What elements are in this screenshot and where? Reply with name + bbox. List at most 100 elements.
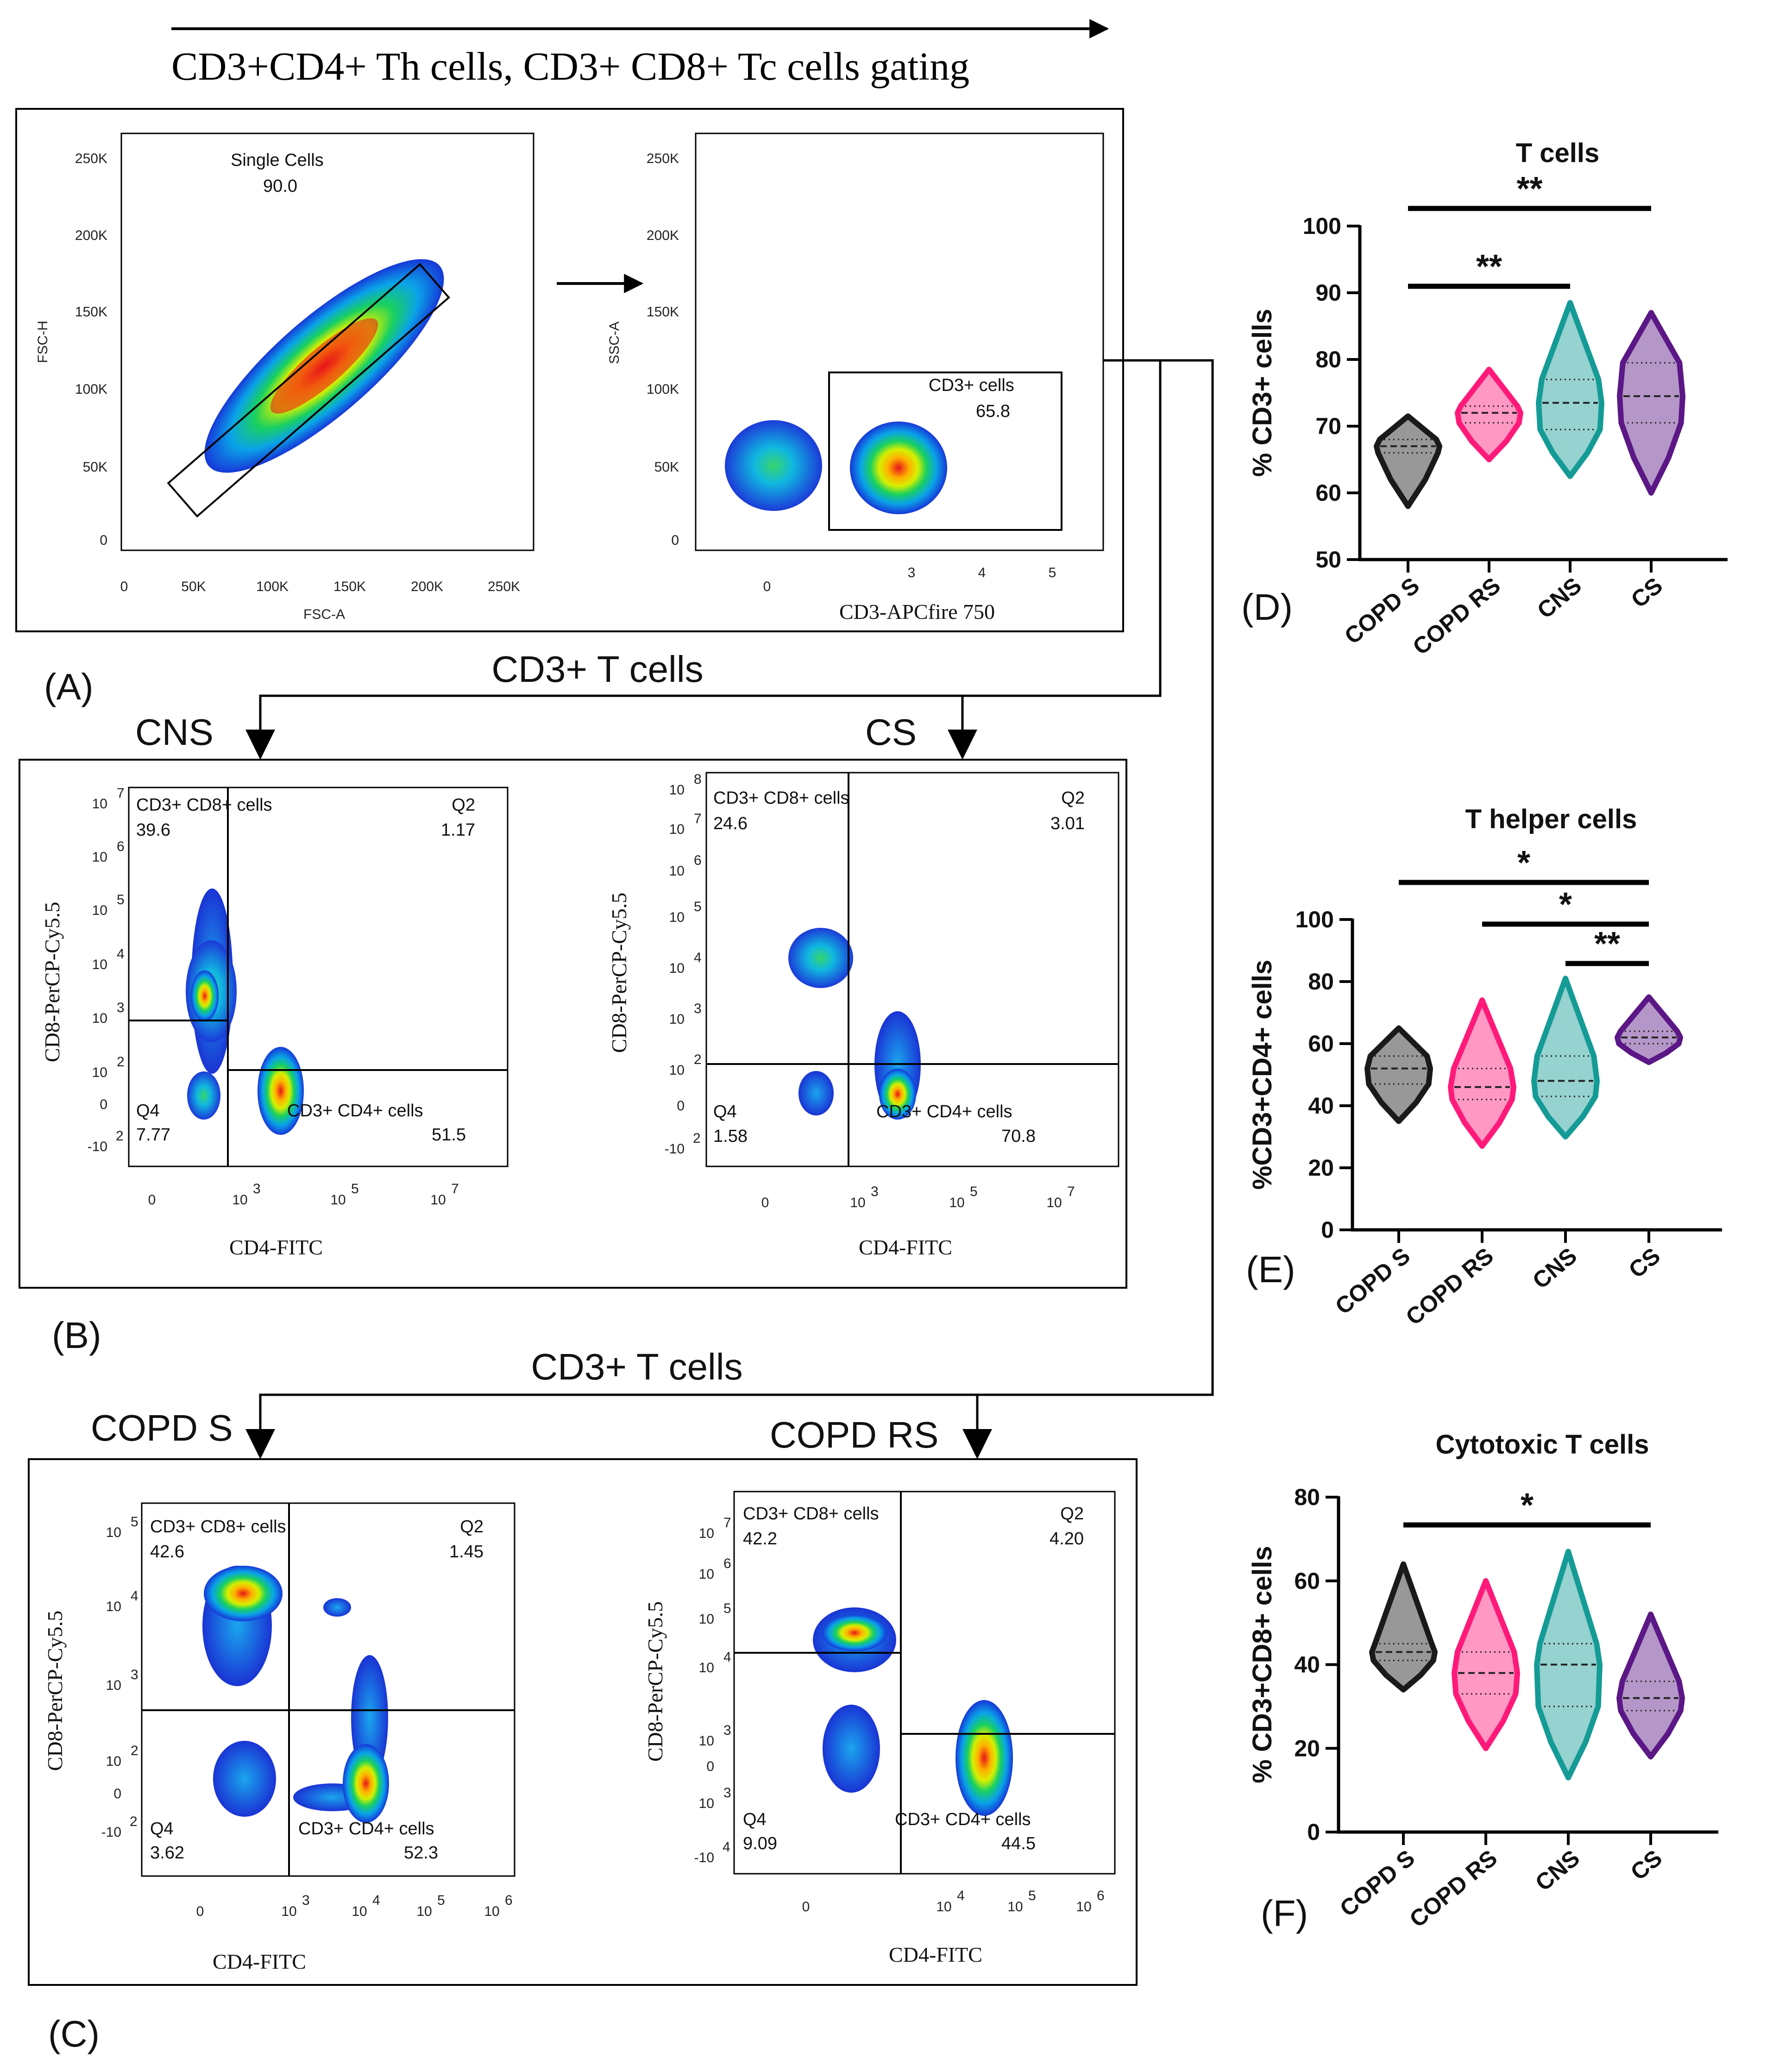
- significance-label: **: [1516, 170, 1542, 208]
- ytick: -10: [665, 1141, 685, 1157]
- y-axis-label: %CD3+CD4+ cells: [1247, 960, 1277, 1190]
- ytick-exp: 7: [117, 786, 125, 801]
- cs-q1-name: CD3+ CD8+ cells: [713, 788, 849, 808]
- ytick: 50K: [83, 460, 107, 475]
- copd-rs-q4-value: 9.09: [743, 1834, 777, 1853]
- panel-a-frame: [15, 108, 1124, 632]
- panel-a-label: (A): [44, 666, 94, 707]
- cns-q1-name: CD3+ CD8+ cells: [136, 795, 272, 815]
- ytick: 10: [92, 850, 107, 865]
- copd-rs-q1-name: CD3+ CD8+ cells: [743, 1504, 879, 1524]
- cd3-positive-population: [850, 422, 947, 514]
- cns-xlabel: CD4-FITC: [229, 1235, 323, 1259]
- violin-copd-s: [1374, 413, 1442, 509]
- ytick: 10: [699, 1567, 714, 1582]
- copd-rs-q2-name: Q2: [1060, 1504, 1084, 1524]
- cd3-cells-plot: CD3+ cells 65.8 0 50K 100K 150K 200K 250…: [607, 132, 1104, 623]
- ytick: 10: [699, 1660, 714, 1675]
- ytick-exp: 3: [723, 1723, 731, 1738]
- copd-s-q1-name: CD3+ CD8+ cells: [150, 1517, 286, 1537]
- copd-s-q3-name: CD3+ CD4+ cells: [298, 1819, 434, 1839]
- ytick: 0: [100, 533, 107, 548]
- cs-density: [879, 1069, 916, 1120]
- ytick: -10: [694, 1850, 714, 1865]
- panel-e-label: (E): [1246, 1249, 1295, 1290]
- y-tick-label: 70: [1315, 413, 1341, 439]
- cns-x-ticks: 0 10 3 10 5 10 7: [148, 1181, 459, 1208]
- xtick: 10: [936, 1899, 951, 1915]
- ytick: 10: [669, 910, 685, 925]
- gating-header: CD3+CD4+ Th cells, CD3+ CD8+ Tc cells ga…: [171, 19, 1109, 88]
- x-tick-label-copd-rs: COPD RS: [1408, 573, 1506, 660]
- cns-y-ticks: -10 2 0 10 2 10 3 10 4 10 5 10 6 10 7: [88, 786, 125, 1154]
- xtick: 10: [232, 1192, 247, 1208]
- ytick: 250K: [75, 151, 107, 166]
- copd-rs-q1-value: 42.2: [743, 1529, 777, 1549]
- xtick: 0: [148, 1192, 156, 1208]
- chart-title: T helper cells: [1465, 804, 1637, 834]
- copd-s-ylabel: CD8-PerCP-Cy5.5: [43, 1611, 67, 1771]
- y-tick-label: 80: [1315, 346, 1341, 372]
- panel-d-label: (D): [1241, 586, 1293, 628]
- violin-copd-rs: [1448, 997, 1516, 1149]
- xtick: 10: [330, 1192, 346, 1208]
- y-axis-label: % CD3+ cells: [1247, 309, 1277, 477]
- ytick: 10: [92, 1065, 107, 1080]
- copd-s-density: [204, 1566, 283, 1621]
- violin-cs: [1615, 994, 1683, 1065]
- copd-s-q4-value: 3.62: [150, 1843, 184, 1863]
- cd3-gate-name: CD3+ cells: [929, 376, 1014, 395]
- y-tick-label: 60: [1294, 1568, 1320, 1594]
- xtick: 100K: [256, 579, 289, 594]
- ytick-exp: 2: [694, 1052, 702, 1067]
- cd3-negative-population: [725, 420, 822, 511]
- chart-title: Cytotoxic T cells: [1436, 1430, 1649, 1460]
- x-tick-label-cs: CS: [1624, 1243, 1665, 1284]
- copd-s-density: [213, 1741, 276, 1817]
- cd3-x-ticks: 0 3 4 5: [763, 565, 1056, 594]
- copd-s-xlabel: CD4-FITC: [213, 1950, 306, 1973]
- copd-rs-density: [956, 1700, 1013, 1816]
- gating-title: CD3+CD4+ Th cells, CD3+ CD8+ Tc cells ga…: [171, 44, 969, 88]
- x-tick-label-copd-rs: COPD RS: [1405, 1845, 1502, 1933]
- ytick: 10: [92, 1011, 107, 1026]
- panel-f-label: (F): [1261, 1893, 1308, 1934]
- violin-chart-t-helper-cells: T helper cells %CD3+CD4+ cells 0 20 40 60 80 10…: [1247, 804, 1722, 1330]
- ytick: 250K: [647, 151, 679, 166]
- xtick: 10: [1046, 1195, 1062, 1210]
- xtick-exp: 5: [1028, 1888, 1036, 1903]
- ytick: 10: [669, 1063, 685, 1078]
- copd-s-density: [323, 1598, 351, 1617]
- copd-s-q3-value: 52.3: [404, 1843, 438, 1863]
- xtick: 0: [196, 1904, 204, 1919]
- cns-q2-name: Q2: [452, 795, 475, 815]
- cs-ylabel: CD8-PerCP-Cy5.5: [607, 893, 631, 1053]
- ytick: 100K: [647, 382, 679, 397]
- copd-s-x-ticks: 0 10 3 10 4 10 5 10 6: [196, 1893, 513, 1919]
- single-cells-density: [204, 259, 444, 473]
- panel-c-frame: [28, 1458, 1138, 1986]
- cd3-gate: [828, 372, 1062, 531]
- ytick: 10: [92, 903, 107, 918]
- ytick: 150K: [75, 304, 107, 320]
- ytick: 0: [677, 1098, 685, 1114]
- ytick: 10: [106, 1599, 121, 1614]
- ytick: 10: [92, 957, 107, 972]
- significance-label: **: [1594, 926, 1620, 963]
- single-cells-gate-name: Single Cells: [231, 151, 324, 170]
- violin-copd-s: [1369, 1561, 1438, 1693]
- cs-quadrant-plot: CD3+ CD8+ cells 24.6 Q2 3.01 CD3+ CD4+ c…: [607, 772, 1119, 1259]
- x-tick-label-cs: CS: [1626, 1845, 1667, 1886]
- significance-label: *: [1559, 886, 1572, 923]
- violin-cns: [1531, 976, 1600, 1140]
- xtick: 4: [978, 565, 986, 580]
- y-tick-label: 90: [1315, 280, 1341, 306]
- y-tick-label: 0: [1321, 1217, 1334, 1243]
- ytick-exp: 4: [723, 1839, 730, 1855]
- single-cells-y-ticks: 0 50K 100K 150K 200K 250K: [75, 151, 107, 548]
- violin-chart-cytotoxic-t-cells: Cytotoxic T cells % CD3+CD8+ cells 0 20 40 60…: [1247, 1430, 1718, 1933]
- copd-s-quadrant-plot: CD3+ CD8+ cells 42.6 Q2 1.45 CD3+ CD4+ c…: [43, 1502, 515, 1973]
- xtick: 10: [430, 1192, 446, 1208]
- ytick-exp: 6: [694, 853, 702, 868]
- x-tick-label-copd-s: COPD S: [1330, 1243, 1415, 1320]
